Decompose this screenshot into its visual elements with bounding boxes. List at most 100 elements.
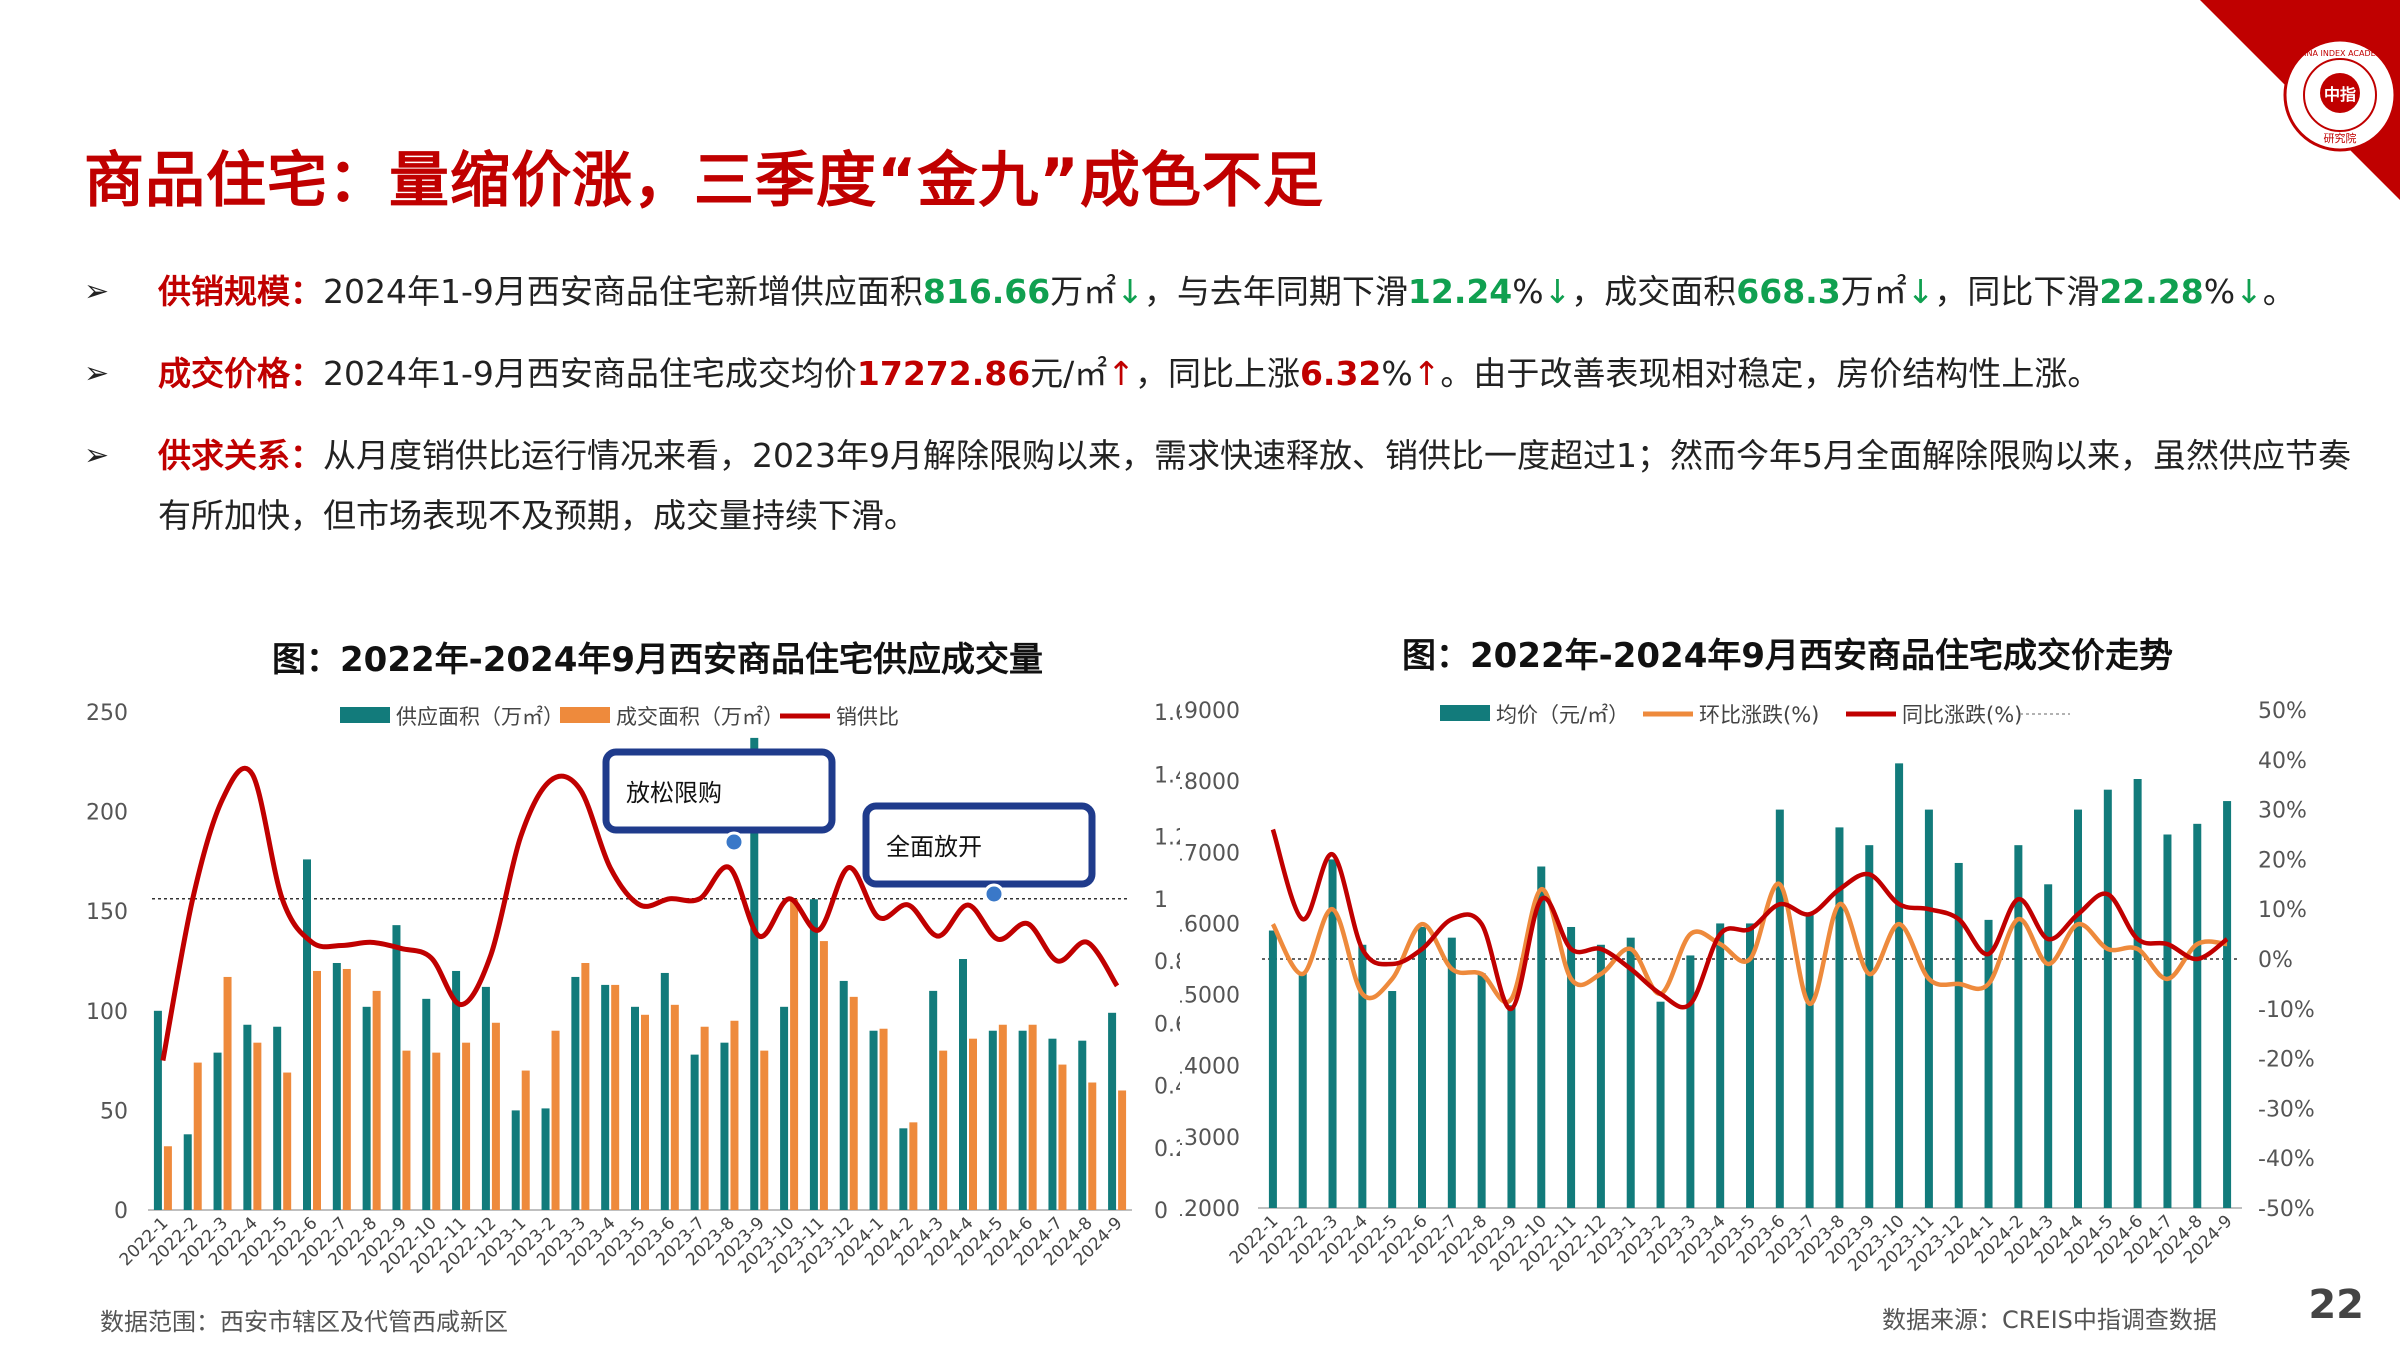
bar-secondary [253, 1042, 262, 1210]
bar-primary [1447, 937, 1456, 1208]
bar-primary [1775, 809, 1784, 1208]
right-axis-tick-label: 30% [2258, 799, 2307, 824]
bullet-item: ➢ 供求关系：从月度销供比运行情况来看，2023年9月解除限购以来，需求快速释放、… [84, 426, 2364, 546]
bar-primary [1746, 923, 1754, 1208]
right-axis-tick-label: 1.6 [1154, 701, 1180, 726]
bar-primary [2014, 845, 2023, 1208]
left-axis-tick-label: 13000 [1180, 1126, 1240, 1151]
bullet-label: 成交价格： [158, 354, 323, 393]
academy-logo: 中指 研究院 CHINA INDEX ACADEMY [2200, 0, 2400, 200]
bar-secondary [909, 1122, 918, 1210]
bullet-text-segment: ↓ [2235, 272, 2263, 311]
bar-primary [2223, 801, 2232, 1208]
bar-secondary [1058, 1064, 1067, 1210]
bar-primary [2044, 884, 2053, 1208]
logo-ring-text: CHINA INDEX ACADEMY [2293, 49, 2388, 58]
right-axis-tick-label: 0.6 [1154, 1012, 1180, 1037]
left-axis-tick-label: 15000 [1180, 984, 1240, 1009]
legend-swatch [1440, 705, 1490, 721]
annotation-box [602, 748, 836, 834]
bar-secondary [581, 962, 590, 1210]
bar-secondary [849, 996, 858, 1210]
bar-secondary [1028, 1024, 1037, 1210]
page-title: 商品住宅：量缩价涨，三季度“金九”成色不足 [84, 146, 1324, 216]
legend-label: 销供比 [836, 705, 899, 729]
bullet-text-segment: 。由于改善表现相对稳定，房价结构性上涨。 [1440, 354, 2101, 393]
left-axis-tick-label: 16000 [1180, 912, 1240, 937]
bullet-text-segment: % [2203, 272, 2236, 311]
bullet-arrow-icon: ➢ [84, 274, 110, 309]
bar-primary [452, 970, 461, 1210]
series-line [1270, 828, 2229, 1012]
supply-sales-chart: 05010015020025000.20.40.60.811.21.41.620… [86, 701, 1180, 1278]
bullet-text-segment: 万㎡ [1050, 272, 1117, 311]
bar-primary [213, 1052, 222, 1210]
bullet-text-segment: ↓ [1906, 272, 1935, 311]
right-axis-tick-label: 1 [1154, 888, 1168, 913]
chart-title-right: 图：2022年-2024年9月西安商品住宅成交价走势 [1402, 636, 2174, 676]
bar-secondary [283, 1072, 292, 1210]
bullet-text-segment: ↑ [1412, 354, 1441, 393]
bar-secondary [163, 1146, 172, 1210]
legend-label: 环比涨跌(%) [1699, 703, 1819, 727]
bar-primary [1626, 937, 1635, 1208]
bar-primary [720, 1042, 729, 1210]
bar-primary [601, 984, 610, 1210]
bar-primary [1268, 930, 1277, 1208]
bar-primary [631, 1006, 639, 1210]
bar-primary [2163, 834, 2172, 1208]
bar-primary [1537, 866, 1546, 1208]
bar-primary [243, 1024, 252, 1210]
bar-secondary [700, 1026, 709, 1210]
bullet-text-segment: ↓ [1543, 272, 1572, 311]
bullet-text-segment: ↓ [1116, 272, 1144, 311]
right-axis-tick-label: 50% [2258, 699, 2307, 724]
left-axis-tick-label: 50 [100, 1099, 128, 1124]
footer-scope: 数据范围：西安市辖区及代管西咸新区 [100, 1308, 508, 1336]
bar-primary [2133, 779, 2142, 1208]
footer-source: 数据来源：CREIS中指调查数据 [1882, 1306, 2217, 1334]
bar-primary [153, 1010, 162, 1210]
bar-primary [1716, 923, 1725, 1208]
bar-primary [1328, 859, 1337, 1208]
bar-secondary [462, 1042, 471, 1210]
bar-secondary [670, 1004, 679, 1210]
bar-primary [780, 1006, 789, 1210]
bullet-arrow-icon: ➢ [84, 438, 110, 473]
legend-swatch [340, 707, 390, 723]
bar-primary [332, 962, 341, 1210]
bar-secondary [641, 1014, 649, 1210]
bar-primary [362, 1006, 371, 1210]
right-axis-tick-label: -30% [2258, 1097, 2315, 1122]
right-axis-tick-label: 0.2 [1154, 1137, 1180, 1162]
price-trend-chart: 12000 13000 14000 15000 16000 17000 18000 19000… [1180, 699, 2315, 1276]
bar-secondary [372, 990, 381, 1210]
bullet-text-segment: 。 [2262, 272, 2296, 311]
bar-primary [1477, 973, 1486, 1208]
bullet-text-segment: % [1381, 354, 1413, 393]
right-axis-tick-label: 1.4 [1154, 763, 1180, 788]
bullet-text-segment: 816.66 [922, 272, 1051, 311]
bar-primary [809, 899, 818, 1210]
bullet-text-segment: % [1512, 272, 1544, 311]
legend-swatch [560, 707, 610, 723]
bar-primary [988, 1030, 997, 1210]
bar-primary [1954, 862, 1963, 1208]
annotation-pin-icon [723, 831, 745, 853]
bar-primary [392, 925, 401, 1210]
bar-primary [183, 1134, 192, 1210]
left-axis-tick-label: 14000 [1180, 1055, 1240, 1080]
logo-text: 中指 [2324, 85, 2356, 104]
bullet-text-segment: 12.24 [1407, 272, 1513, 311]
bar-secondary [342, 968, 351, 1210]
bullet-text-segment: 6.32 [1299, 354, 1382, 393]
bar-primary [1895, 763, 1904, 1208]
bar-primary [1388, 991, 1397, 1208]
bar-primary [571, 976, 580, 1210]
bar-secondary [790, 899, 799, 1210]
annotation-box [862, 802, 1096, 888]
right-axis-tick-label: 0.4 [1154, 1075, 1180, 1100]
bar-secondary [1088, 1082, 1097, 1210]
bar-primary [750, 737, 759, 1210]
bar-primary [422, 998, 431, 1210]
